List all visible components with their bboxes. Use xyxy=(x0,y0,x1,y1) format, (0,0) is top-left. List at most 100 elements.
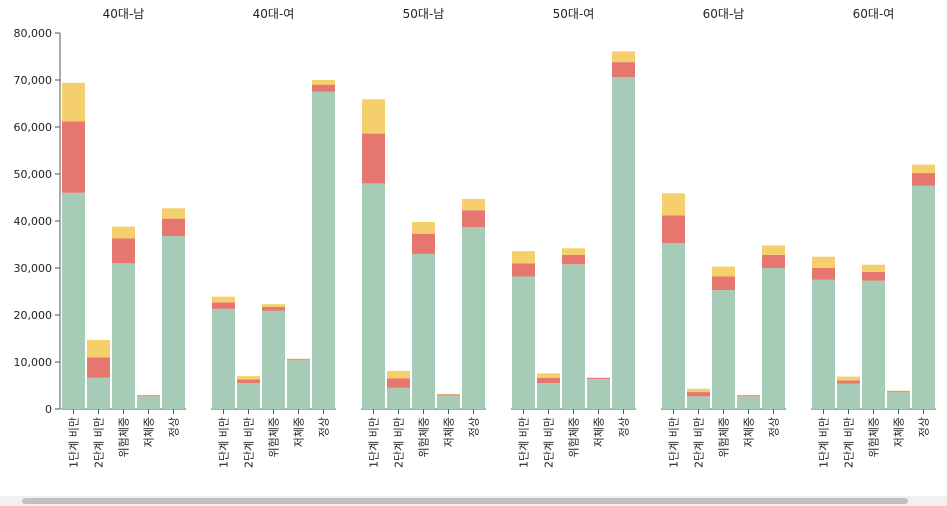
x-tick-label: 위험체중 xyxy=(868,417,881,457)
bar-segment-middle xyxy=(762,254,785,268)
bar-segment-bottom xyxy=(587,378,610,409)
bar-segment-bottom xyxy=(362,183,385,409)
bar-segment-middle xyxy=(212,302,235,309)
x-tick-label: 저체중 xyxy=(893,417,906,447)
bar-segment-bottom xyxy=(687,396,710,409)
x-tick-label: 1단계 비만 xyxy=(368,417,381,468)
bar-segment-bottom xyxy=(287,360,310,409)
bar-segment-bottom xyxy=(212,308,235,409)
horizontal-scrollbar[interactable] xyxy=(0,496,947,506)
bar-segment-middle xyxy=(237,379,260,384)
bar-segment-top xyxy=(662,193,685,216)
x-tick-label: 2단계 비만 xyxy=(693,417,706,468)
bar-segment-bottom xyxy=(412,253,435,409)
x-tick-label: 2단계 비만 xyxy=(393,417,406,468)
bar-segment-bottom xyxy=(437,395,460,409)
x-tick-label: 1단계 비만 xyxy=(518,417,531,468)
bar-segment-top xyxy=(862,264,885,272)
x-tick-label: 2단계 비만 xyxy=(93,417,106,468)
bar-segment-bottom xyxy=(612,77,635,410)
bar-segment-top xyxy=(812,256,835,268)
bar-segment-top xyxy=(687,388,710,393)
bar-segment-top xyxy=(462,198,485,211)
panel-title: 40대-여 xyxy=(253,7,295,21)
bar-segment-bottom xyxy=(912,185,935,409)
panel-title: 50대-여 xyxy=(553,7,595,21)
bar-segment-top xyxy=(762,245,785,255)
bar-segment-bottom xyxy=(137,396,160,409)
bar-segment-bottom xyxy=(737,396,760,409)
bar-segment-middle xyxy=(737,395,760,397)
x-tick-label: 1단계 비만 xyxy=(68,417,81,468)
bar-segment-top xyxy=(912,164,935,174)
bar-segment-top xyxy=(712,266,735,277)
bar-segment-middle xyxy=(262,307,285,311)
bar-segment-middle xyxy=(612,62,635,78)
bar-segment-bottom xyxy=(712,290,735,409)
x-tick-label: 2단계 비만 xyxy=(543,417,556,468)
x-tick-label: 위험체중 xyxy=(118,417,131,457)
bar-segment-middle xyxy=(287,359,310,361)
panel-title: 50대-남 xyxy=(403,7,445,21)
x-tick-label: 2단계 비만 xyxy=(843,417,856,468)
bar-segment-middle xyxy=(137,395,160,397)
bar-segment-middle xyxy=(462,210,485,228)
bar-segment-middle xyxy=(112,238,135,264)
x-tick-label: 저체중 xyxy=(443,417,456,447)
x-tick-label: 저체중 xyxy=(593,417,606,447)
bar-segment-middle xyxy=(862,271,885,281)
bar-segment-bottom xyxy=(862,280,885,409)
bar-segment-top xyxy=(312,80,335,85)
bar-segment-middle xyxy=(437,394,460,396)
scrollbar-thumb[interactable] xyxy=(22,498,908,504)
bar-segment-top xyxy=(87,339,110,358)
bar-segment-bottom xyxy=(837,383,860,409)
y-tick-label: 10,000 xyxy=(14,356,53,369)
bar-segment-middle xyxy=(162,218,185,237)
bar-segment-middle xyxy=(412,233,435,254)
bar-segment-middle xyxy=(62,121,85,193)
x-tick-label: 저체중 xyxy=(293,417,306,447)
bar-segment-middle xyxy=(687,392,710,397)
y-tick-label: 0 xyxy=(45,403,52,416)
bar-segment-top xyxy=(512,251,535,264)
x-tick-label: 정상 xyxy=(768,417,781,437)
x-tick-label: 정상 xyxy=(618,417,631,437)
bar-segment-bottom xyxy=(887,392,910,409)
x-tick-label: 위험체중 xyxy=(568,417,581,457)
x-tick-label: 위험체중 xyxy=(718,417,731,457)
bar-segment-middle xyxy=(812,268,835,280)
x-tick-label: 위험체중 xyxy=(418,417,431,457)
y-tick-label: 20,000 xyxy=(14,309,53,322)
x-tick-label: 1단계 비만 xyxy=(218,417,231,468)
bar-segment-bottom xyxy=(387,387,410,409)
bar-segment-bottom xyxy=(162,236,185,409)
bar-segment-middle xyxy=(537,377,560,384)
x-tick-label: 1단계 비만 xyxy=(818,417,831,468)
bar-segment-middle xyxy=(512,263,535,277)
x-tick-label: 저체중 xyxy=(143,417,156,447)
bar-segment-middle xyxy=(362,133,385,184)
bar-segment-middle xyxy=(912,173,935,186)
bar-segment-bottom xyxy=(87,377,110,409)
y-tick-label: 50,000 xyxy=(14,168,53,181)
bar-segment-top xyxy=(537,373,560,378)
bar-segment-top xyxy=(212,296,235,303)
bar-segment-top xyxy=(112,226,135,239)
bar-segment-top xyxy=(262,304,285,308)
bar-segment-middle xyxy=(387,378,410,388)
bar-segment-middle xyxy=(587,377,610,379)
x-tick-label: 1단계 비만 xyxy=(668,417,681,468)
bar-segment-bottom xyxy=(537,383,560,409)
chart-svg: 0 10,000 20,000 30,000 40,000 50,000 60,000 70,… xyxy=(14,7,936,468)
y-tick-label: 60,000 xyxy=(14,121,53,134)
bar-segment-bottom xyxy=(662,243,685,409)
bar-segment-top xyxy=(62,82,85,122)
panel-title: 60대-남 xyxy=(703,7,745,21)
stacked-bar-chart: 0 10,000 20,000 30,000 40,000 50,000 60,000 70,… xyxy=(14,7,936,468)
y-tick-label: 70,000 xyxy=(14,74,53,87)
bar-segment-bottom xyxy=(237,383,260,409)
bar-segment-top xyxy=(237,376,260,380)
bar-segment-top xyxy=(562,248,585,255)
bar-segment-bottom xyxy=(562,264,585,409)
